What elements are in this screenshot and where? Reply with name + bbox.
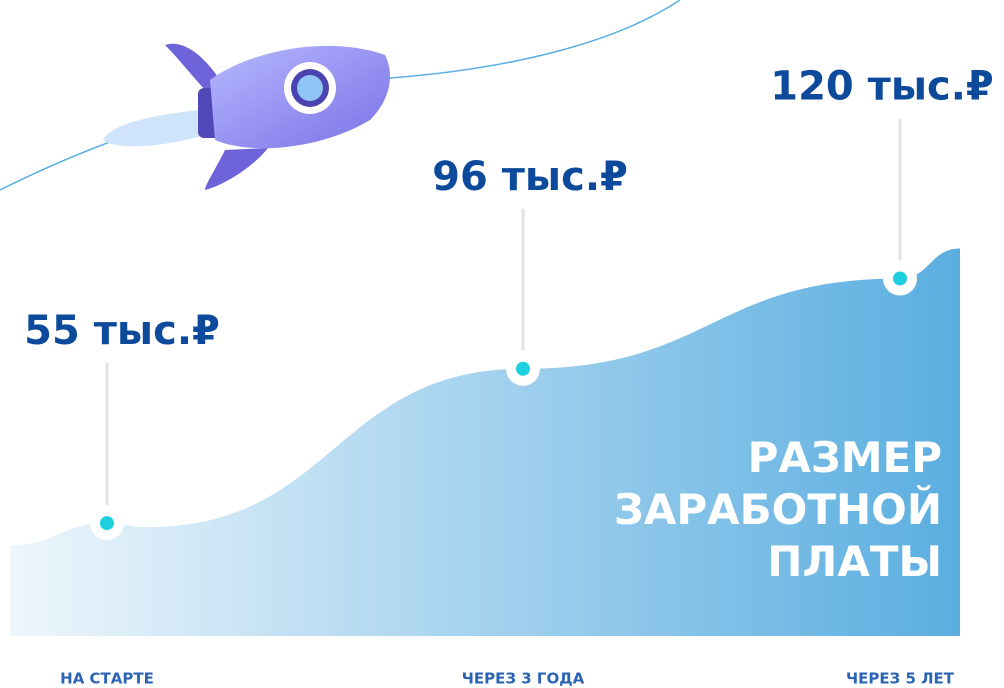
infographic: 55 тыс.₽ НА СТАРТЕ 96 тыс.₽ ЧЕРЕЗ 3 ГОДА 120… (0, 0, 1004, 688)
point (100, 516, 114, 530)
point (893, 271, 907, 285)
rocket (103, 44, 390, 190)
x-tick-label: ЧЕРЕЗ 3 ГОДА (462, 670, 585, 688)
value-label: 96 тыс.₽ (432, 154, 628, 200)
value-label: 55 тыс.₽ (24, 308, 220, 354)
point (516, 362, 530, 376)
value-label: 120 тыс.₽ (770, 63, 994, 109)
x-tick-label: НА СТАРТЕ (60, 670, 154, 688)
x-tick-label: ЧЕРЕЗ 5 ЛЕТ (846, 670, 955, 688)
chart-title: РАЗМЕР ЗАРАБОТНОЙ ПЛАТЫ (602, 432, 942, 588)
